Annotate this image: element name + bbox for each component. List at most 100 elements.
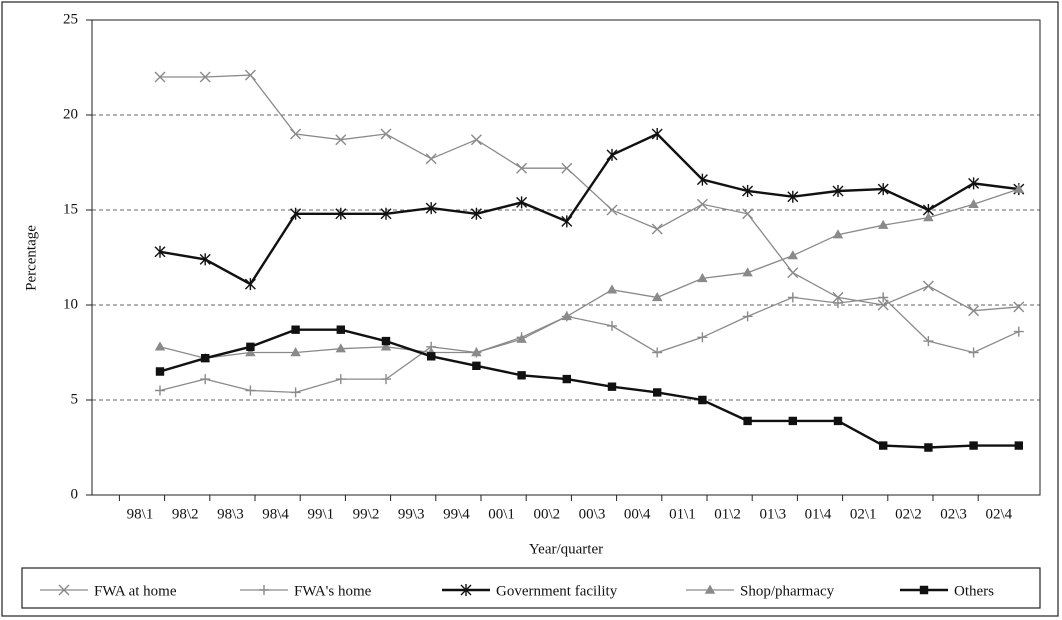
point-marker: [787, 190, 799, 203]
point-marker: [651, 291, 663, 302]
point-marker: [154, 341, 166, 351]
point-marker: [380, 207, 392, 220]
legend-label: Shop/pharmacy: [740, 583, 835, 599]
point-marker: [516, 333, 527, 343]
legend-marker: [58, 584, 70, 596]
point-marker: [697, 272, 708, 283]
point-marker: [245, 347, 256, 357]
y-tick-label: 0: [71, 486, 79, 502]
y-tick-label: 25: [63, 11, 78, 27]
point-marker: [877, 183, 889, 196]
point-marker: [380, 128, 392, 140]
series-line: [159, 296, 1020, 394]
point-marker: [201, 354, 210, 363]
point-marker: [877, 219, 889, 229]
point-marker: [607, 320, 617, 331]
point-marker: [380, 341, 392, 351]
x-tick-label: 01\2: [714, 506, 741, 522]
point-marker: [561, 162, 573, 174]
point-marker: [335, 134, 347, 146]
point-marker: [335, 374, 346, 385]
x-tick-label: 01\4: [805, 506, 832, 522]
point-marker: [922, 280, 934, 292]
point-marker: [336, 325, 345, 334]
point-marker: [787, 292, 798, 303]
y-tick-label: 20: [63, 106, 78, 122]
x-tick-label: 00\2: [533, 506, 560, 522]
x-tick-label: 02\1: [850, 506, 877, 522]
point-marker: [696, 173, 708, 186]
point-marker: [154, 71, 166, 83]
point-marker: [832, 291, 844, 303]
point-marker: [470, 134, 482, 146]
point-marker: [606, 204, 618, 216]
point-marker: [335, 207, 347, 220]
point-marker: [787, 250, 799, 260]
y-tick-label: 15: [63, 201, 78, 217]
point-marker: [651, 223, 663, 235]
point-marker: [200, 374, 211, 385]
point-marker: [1013, 301, 1025, 313]
point-marker: [968, 347, 979, 358]
legend-label: Government facility: [496, 583, 618, 599]
x-tick-label: 01\3: [759, 506, 786, 522]
x-tick-label: 98\1: [127, 506, 154, 522]
series-line: [159, 132, 1019, 286]
legend-marker: [919, 585, 929, 595]
x-tick-label: 01\1: [669, 506, 696, 522]
point-marker: [425, 202, 437, 215]
point-marker: [562, 374, 571, 384]
point-marker: [606, 284, 618, 294]
point-marker: [335, 343, 347, 353]
x-tick-label: 00\1: [488, 506, 515, 522]
point-marker: [742, 267, 753, 277]
point-marker: [924, 443, 933, 452]
point-marker: [516, 196, 528, 209]
point-marker: [381, 336, 391, 346]
point-marker: [697, 332, 708, 343]
point-marker: [653, 388, 662, 397]
point-marker: [651, 128, 663, 140]
point-marker: [472, 361, 481, 370]
y-tick-label: 10: [63, 296, 78, 312]
plot-border: [91, 19, 1041, 496]
point-marker: [879, 441, 888, 450]
point-marker: [154, 245, 166, 258]
y-axis-label: Percentage: [23, 225, 39, 291]
point-marker: [427, 352, 436, 361]
point-marker: [516, 162, 528, 174]
point-marker: [155, 385, 165, 396]
point-marker: [968, 305, 980, 317]
point-marker: [832, 229, 844, 239]
point-marker: [470, 207, 482, 220]
point-marker: [787, 267, 799, 279]
point-marker: [244, 69, 256, 81]
x-tick-label: 98\4: [262, 506, 289, 522]
point-marker: [832, 185, 844, 197]
legend-marker: [460, 584, 472, 596]
point-marker: [923, 336, 934, 347]
x-tick-label: 02\2: [895, 506, 922, 522]
point-marker: [833, 416, 843, 426]
x-tick-label: 98\3: [217, 506, 244, 522]
point-marker: [788, 416, 797, 426]
legend-marker: [704, 584, 716, 594]
point-marker: [606, 148, 618, 161]
point-marker: [561, 215, 573, 228]
point-marker: [923, 212, 934, 222]
point-marker: [968, 177, 980, 190]
point-marker: [742, 208, 754, 220]
series-line: [159, 328, 1019, 449]
point-marker: [290, 387, 301, 398]
legend-marker: [259, 585, 269, 595]
point-marker: [1013, 326, 1024, 337]
point-marker: [199, 71, 211, 83]
point-marker: [742, 311, 753, 322]
point-marker: [969, 441, 978, 450]
point-marker: [696, 198, 708, 210]
point-marker: [290, 347, 301, 357]
point-marker: [245, 385, 256, 396]
point-marker: [291, 325, 300, 334]
